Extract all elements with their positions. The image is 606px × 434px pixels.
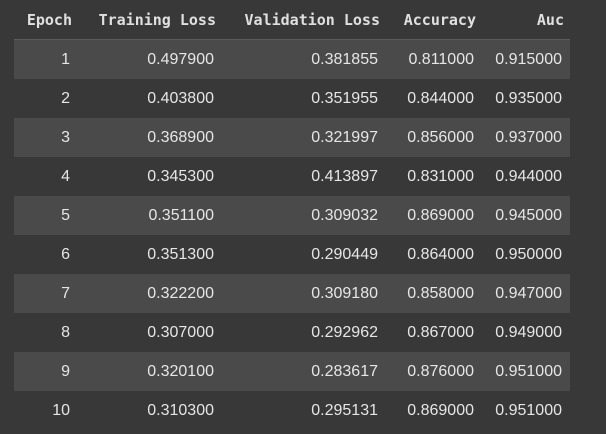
cell-epoch: 7 <box>61 284 70 302</box>
table-row: 3 0.368900 0.321997 0.856000 0.937000 <box>14 118 570 157</box>
cell-accuracy: 0.867000 <box>407 323 474 341</box>
cell-epoch: 6 <box>61 245 70 263</box>
cell-training-loss: 0.403800 <box>147 89 214 107</box>
cell-validation-loss: 0.351955 <box>311 89 378 107</box>
cell-epoch: 8 <box>61 323 70 341</box>
cell-auc: 0.951000 <box>495 362 562 380</box>
table-row: 9 0.320100 0.283617 0.876000 0.951000 <box>14 352 570 391</box>
header-training-loss: Training Loss <box>78 0 222 40</box>
cell-training-loss: 0.320100 <box>147 362 214 380</box>
cell-accuracy: 0.856000 <box>407 128 474 146</box>
header-validation-loss: Validation Loss <box>222 0 386 40</box>
cell-epoch: 3 <box>61 128 70 146</box>
cell-training-loss: 0.368900 <box>147 128 214 146</box>
cell-accuracy: 0.811000 <box>408 50 474 68</box>
cell-training-loss: 0.351300 <box>147 245 214 263</box>
cell-validation-loss: 0.381855 <box>311 50 378 68</box>
cell-accuracy: 0.869000 <box>407 206 474 224</box>
cell-validation-loss: 0.283617 <box>311 362 378 380</box>
cell-epoch: 5 <box>61 206 70 224</box>
training-metrics-table: Epoch Training Loss Validation Loss Accu… <box>14 0 570 430</box>
cell-epoch: 4 <box>61 167 70 185</box>
cell-auc: 0.944000 <box>495 167 562 185</box>
header-epoch: Epoch <box>14 0 78 40</box>
cell-auc: 0.947000 <box>495 284 562 302</box>
header-auc: Auc <box>482 0 570 40</box>
cell-validation-loss: 0.292962 <box>311 323 378 341</box>
header-accuracy: Accuracy <box>386 0 482 40</box>
cell-validation-loss: 0.295131 <box>311 401 378 419</box>
cell-accuracy: 0.864000 <box>407 245 474 263</box>
header-row: Epoch Training Loss Validation Loss Accu… <box>14 0 570 40</box>
table-body: 1 0.497900 0.381855 0.811000 0.915000 2 … <box>14 39 570 430</box>
cell-validation-loss: 0.413897 <box>311 167 378 185</box>
cell-training-loss: 0.307000 <box>147 323 214 341</box>
table-row: 6 0.351300 0.290449 0.864000 0.950000 <box>14 235 570 274</box>
cell-training-loss: 0.310300 <box>147 401 214 419</box>
table-row: 8 0.307000 0.292962 0.867000 0.949000 <box>14 313 570 352</box>
cell-auc: 0.950000 <box>495 245 562 263</box>
table-row: 4 0.345300 0.413897 0.831000 0.944000 <box>14 157 570 196</box>
cell-auc: 0.945000 <box>495 206 562 224</box>
table-row: 7 0.322200 0.309180 0.858000 0.947000 <box>14 274 570 313</box>
table-row: 5 0.351100 0.309032 0.869000 0.945000 <box>14 196 570 235</box>
cell-validation-loss: 0.321997 <box>311 128 378 146</box>
cell-auc: 0.915000 <box>495 50 562 68</box>
cell-epoch: 2 <box>61 89 70 107</box>
cell-auc: 0.949000 <box>495 323 562 341</box>
table-row: 1 0.497900 0.381855 0.811000 0.915000 <box>14 39 570 79</box>
cell-accuracy: 0.876000 <box>407 362 474 380</box>
cell-epoch: 9 <box>61 362 70 380</box>
cell-training-loss: 0.345300 <box>147 167 214 185</box>
training-metrics-table-container: Epoch Training Loss Validation Loss Accu… <box>14 0 570 430</box>
cell-training-loss: 0.322200 <box>147 284 214 302</box>
cell-auc: 0.937000 <box>495 128 562 146</box>
table-row: 10 0.310300 0.295131 0.869000 0.951000 <box>14 391 570 430</box>
table-header: Epoch Training Loss Validation Loss Accu… <box>14 0 570 40</box>
cell-training-loss: 0.351100 <box>148 206 214 224</box>
cell-epoch: 1 <box>61 50 70 68</box>
cell-accuracy: 0.869000 <box>407 401 474 419</box>
cell-accuracy: 0.831000 <box>407 167 474 185</box>
cell-epoch: 10 <box>52 401 70 419</box>
cell-auc: 0.935000 <box>495 89 562 107</box>
cell-validation-loss: 0.309032 <box>311 206 378 224</box>
cell-validation-loss: 0.309180 <box>311 284 378 302</box>
cell-accuracy: 0.858000 <box>407 284 474 302</box>
table-row: 2 0.403800 0.351955 0.844000 0.935000 <box>14 79 570 118</box>
cell-accuracy: 0.844000 <box>407 89 474 107</box>
cell-validation-loss: 0.290449 <box>311 245 378 263</box>
cell-auc: 0.951000 <box>495 401 562 419</box>
cell-training-loss: 0.497900 <box>147 50 214 68</box>
